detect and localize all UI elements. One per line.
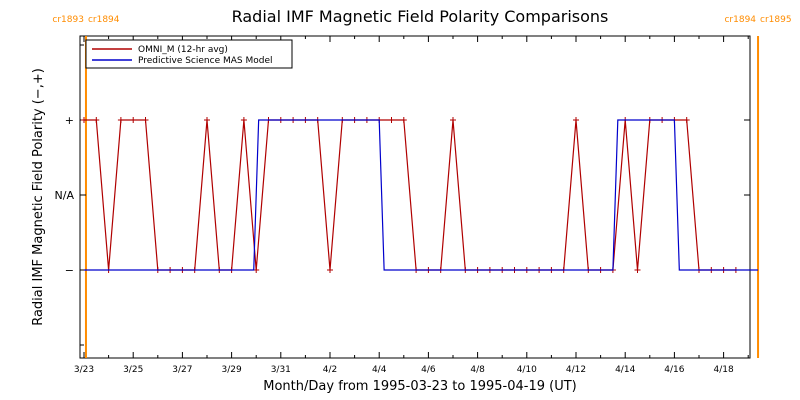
data-point: [683, 117, 690, 123]
y-tick-label: N/A: [55, 189, 75, 202]
data-point: [142, 117, 149, 123]
x-tick-label: 4/4: [372, 365, 387, 375]
x-tick-label: 4/16: [664, 365, 684, 375]
data-point: [400, 117, 407, 123]
y-axis-label: Radial IMF Magnetic Field Polarity (−,+): [31, 68, 46, 326]
carrington-label-left: cr1894: [724, 15, 756, 25]
data-point: [388, 117, 395, 123]
x-tick-label: 4/12: [566, 365, 586, 375]
x-tick-label: 4/10: [517, 365, 537, 375]
data-point: [573, 117, 579, 123]
series-line-omni: [84, 119, 736, 271]
data-point: [634, 267, 641, 273]
data-point: [93, 117, 100, 123]
data-point: [240, 117, 247, 123]
series-layer: [81, 117, 759, 273]
y-tick-label: −: [65, 264, 74, 277]
x-tick-label: 4/14: [615, 365, 635, 375]
legend-label-mas: Predictive Science MAS Model: [138, 56, 273, 66]
legend-box: [85, 39, 293, 69]
y-tick-label: +: [65, 114, 74, 127]
data-point: [81, 117, 87, 123]
x-tick-label: 4/18: [713, 365, 733, 375]
data-point: [327, 267, 333, 273]
carrington-label-left: cr1893: [52, 15, 84, 25]
carrington-label-right: cr1894: [88, 15, 120, 25]
x-tick-label: 4/8: [470, 365, 485, 375]
x-tick-label: 3/29: [221, 365, 241, 375]
x-tick-label: 3/31: [271, 365, 291, 375]
data-point: [130, 117, 137, 123]
x-axis-label: Month/Day from 1995-03-23 to 1995-04-19 …: [263, 379, 576, 394]
x-tick-label: 4/2: [323, 365, 337, 375]
series-line-mas: [84, 119, 759, 271]
carrington-label-right: cr1895: [760, 15, 792, 25]
data-point: [450, 117, 456, 123]
x-tick-label: 3/27: [172, 365, 192, 375]
plot-area-frame: [79, 35, 751, 359]
legend-label-omni: OMNI_M (12-hr avg): [138, 45, 228, 55]
chart-title: Radial IMF Magnetic Field Polarity Compa…: [232, 7, 609, 26]
x-tick-label: 3/23: [74, 365, 94, 375]
axis-ticks: 3/23 3/25 3/27 3/29 3/31 4/2 4/4 4/6 4/8 4/10 4/12…: [55, 36, 750, 375]
data-point: [117, 117, 124, 123]
legend: OMNI_M (12-hr avg) Predictive Science MA…: [85, 39, 293, 69]
x-tick-label: 4/6: [421, 365, 436, 375]
carrington-rotation-markers: cr1893 cr1894 cr1894 cr1895: [52, 15, 792, 358]
data-point: [204, 117, 210, 123]
x-tick-label: 3/25: [123, 365, 143, 375]
